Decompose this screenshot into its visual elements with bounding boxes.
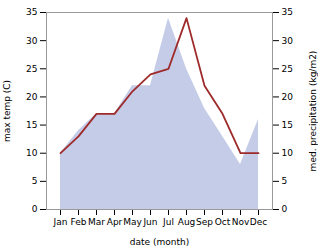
svg-text:Apr: Apr bbox=[107, 217, 123, 227]
svg-text:May: May bbox=[123, 217, 142, 227]
svg-text:15: 15 bbox=[26, 120, 37, 130]
svg-text:35: 35 bbox=[282, 7, 293, 17]
svg-text:Nov: Nov bbox=[232, 217, 250, 227]
svg-text:Oct: Oct bbox=[215, 217, 231, 227]
svg-text:20: 20 bbox=[282, 92, 294, 102]
svg-text:0: 0 bbox=[32, 204, 38, 214]
svg-text:30: 30 bbox=[282, 36, 294, 46]
svg-text:date (month): date (month) bbox=[130, 237, 189, 247]
svg-text:Dec: Dec bbox=[250, 217, 267, 227]
svg-text:15: 15 bbox=[282, 120, 293, 130]
svg-text:Jul: Jul bbox=[162, 217, 174, 227]
svg-text:30: 30 bbox=[26, 36, 38, 46]
svg-text:35: 35 bbox=[26, 7, 37, 17]
svg-text:Mar: Mar bbox=[88, 217, 105, 227]
svg-text:5: 5 bbox=[282, 176, 288, 186]
svg-text:med. precipitation (kg/m2): med. precipitation (kg/m2) bbox=[308, 51, 318, 172]
svg-text:Feb: Feb bbox=[71, 217, 87, 227]
svg-text:Sep: Sep bbox=[196, 217, 213, 227]
svg-text:Jun: Jun bbox=[142, 217, 157, 227]
svg-text:25: 25 bbox=[282, 64, 293, 74]
svg-text:5: 5 bbox=[32, 176, 38, 186]
svg-text:25: 25 bbox=[26, 64, 37, 74]
svg-text:10: 10 bbox=[26, 148, 38, 158]
svg-text:Aug: Aug bbox=[178, 217, 196, 227]
svg-text:0: 0 bbox=[282, 204, 288, 214]
svg-text:max temp (C): max temp (C) bbox=[2, 80, 12, 142]
svg-text:Jan: Jan bbox=[53, 217, 68, 227]
svg-text:10: 10 bbox=[282, 148, 294, 158]
svg-text:20: 20 bbox=[26, 92, 38, 102]
